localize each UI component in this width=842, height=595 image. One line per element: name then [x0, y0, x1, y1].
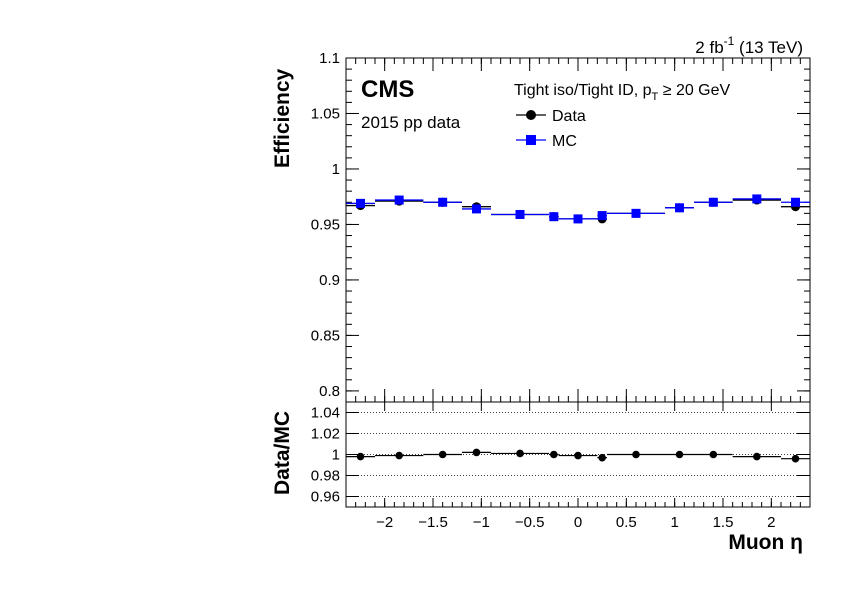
ratio-point [709, 450, 718, 459]
lumi-header: 2 fb-1 (13 TeV) [695, 34, 803, 57]
xtick-label: 0 [574, 514, 582, 531]
legend: Tight iso/Tight ID, pT ≥ 20 GeV Data MC [514, 82, 731, 150]
selection-label: Tight iso/Tight ID, pT ≥ 20 GeV [514, 82, 731, 103]
xtick-label: −1.5 [418, 514, 448, 531]
mc-point [752, 194, 762, 204]
xtick-label: 0.5 [616, 514, 637, 531]
xtick-label: −0.5 [515, 514, 545, 531]
efficiency-ytick-label: 1 [332, 161, 340, 178]
xtick-label: 1.5 [713, 514, 734, 531]
efficiency-ytick-label: 0.85 [311, 327, 340, 344]
xtick-label: 1 [670, 514, 678, 531]
ratio-series [346, 448, 810, 463]
x-axis: −2 −1.5 −1 −0.5 0 0.5 1 1.5 2 [345, 58, 811, 531]
selection-suffix: ≥ 20 GeV [658, 82, 730, 99]
efficiency-ytick-label: 0.95 [311, 216, 340, 233]
ratio-ytick-label: 0.98 [311, 468, 340, 485]
legend-data-label: Data [552, 108, 586, 125]
ratio-point [753, 452, 761, 461]
ratio-point [632, 450, 640, 459]
ratio-point [598, 453, 606, 462]
selection-prefix: Tight iso/Tight ID, p [514, 82, 652, 99]
mc-point [573, 214, 583, 224]
legend-mc-marker-icon [526, 135, 536, 145]
efficiency-ytick-label: 1.1 [319, 50, 340, 67]
mc-point [394, 195, 404, 205]
ratio-point [356, 452, 365, 461]
selection-subscript: T [652, 91, 659, 103]
legend-data-marker-icon [526, 110, 536, 120]
cms-logo-text: CMS [361, 76, 414, 103]
efficiency-ytick-label: 0.9 [319, 272, 340, 289]
mc-point [675, 203, 684, 213]
ratio-point [574, 451, 582, 460]
mc-point [515, 209, 525, 219]
xtick-label: −1 [473, 514, 490, 531]
ratio-point [516, 449, 524, 458]
mc-point [631, 208, 641, 218]
efficiency-y-axis-title: Efficiency [271, 68, 294, 168]
mc-point [708, 197, 718, 207]
lumi-exponent: -1 [724, 34, 735, 48]
ratio-y-axis: 0.96 0.98 1 1.02 1.04 [311, 405, 810, 506]
efficiency-y-axis: 0.8 0.85 0.9 0.95 1 1.05 1.1 [311, 50, 810, 403]
efficiency-ytick-label: 1.05 [311, 105, 340, 122]
lumi-value: 2 fb [695, 38, 723, 57]
ratio-point [472, 448, 481, 457]
mc-point [597, 211, 607, 221]
legend-mc-label: MC [552, 133, 577, 150]
ratio-y-axis-title: Data/MC [271, 411, 294, 495]
efficiency-series [346, 194, 810, 224]
ratio-ytick-label: 1.02 [311, 426, 340, 443]
mc-point [549, 212, 559, 222]
mc-point [472, 204, 481, 214]
ratio-point [438, 450, 447, 459]
efficiency-ytick-label: 0.8 [319, 383, 340, 400]
xtick-label: 2 [767, 514, 775, 531]
ratio-ytick-label: 1.04 [311, 405, 340, 422]
mc-point [438, 197, 448, 207]
lumi-energy: (13 TeV) [734, 38, 803, 57]
legend-entry-mc: MC [516, 133, 577, 150]
ratio-point [550, 450, 558, 459]
ratio-ytick-label: 0.96 [311, 489, 340, 506]
legend-entry-data: Data [516, 108, 586, 125]
x-axis-title: Muon η [728, 531, 803, 554]
mc-point [356, 198, 365, 208]
ratio-ytick-label: 1 [332, 447, 340, 464]
ratio-point [675, 450, 684, 459]
ratio-point [395, 451, 403, 460]
xtick-label: −2 [376, 514, 393, 531]
ratio-point [791, 454, 800, 463]
dataset-label: 2015 pp data [361, 113, 461, 132]
mc-point [791, 197, 800, 207]
